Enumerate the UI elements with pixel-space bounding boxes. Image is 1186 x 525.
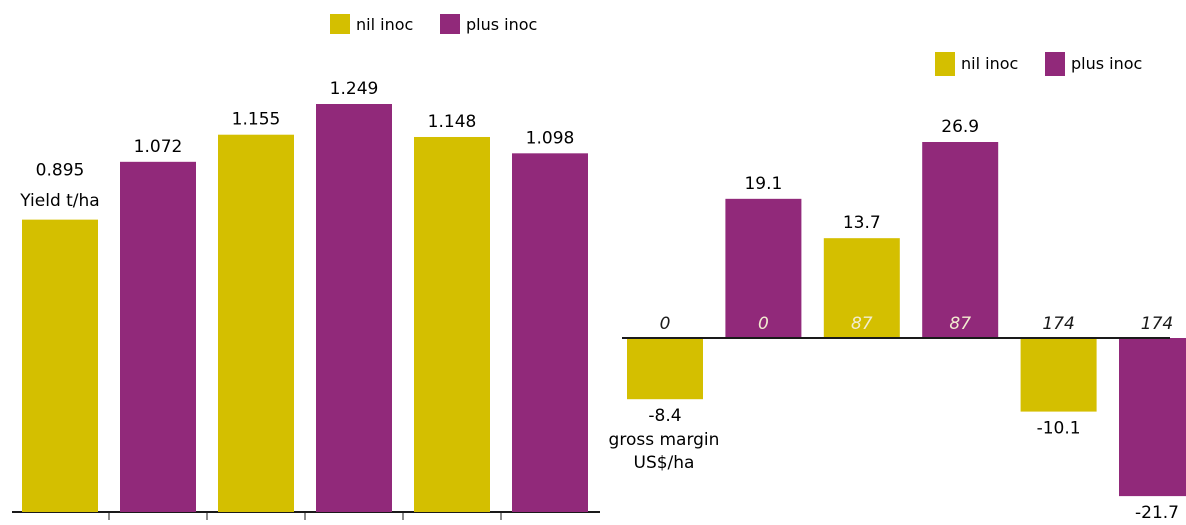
category-label-3: 87 xyxy=(851,314,873,334)
value-label-3: 13.7 xyxy=(843,213,881,233)
y-unit-label-line1: gross margin xyxy=(609,430,720,450)
bar-4 xyxy=(316,104,392,512)
category-label-1: 0 xyxy=(660,314,671,334)
category-label-4: 87 xyxy=(949,314,971,334)
legend-right: nil inoc plus inoc xyxy=(935,52,1142,76)
legend-swatch-plus xyxy=(440,14,460,34)
value-label-5: -10.1 xyxy=(1037,419,1081,439)
legend-label-plus: plus inoc xyxy=(466,15,537,34)
bar-3 xyxy=(218,134,294,512)
bar-3 xyxy=(823,238,900,338)
value-label-2: 1.072 xyxy=(134,137,183,157)
category-label-5: 174 xyxy=(1042,314,1074,334)
bar-5 xyxy=(1020,338,1097,412)
bar-1 xyxy=(627,338,703,400)
value-label-3: 1.155 xyxy=(232,110,281,130)
legend-swatch-plus xyxy=(1045,52,1065,76)
bar-4 xyxy=(922,142,999,338)
value-label-1: -8.4 xyxy=(648,406,681,426)
bar-2 xyxy=(725,198,802,338)
legend-label-nil: nil inoc xyxy=(356,15,413,34)
value-label-4: 26.9 xyxy=(941,117,979,137)
bar-6 xyxy=(512,153,588,512)
yield-chart: Yield t/ha 0.895 1.072 1.155 1.249 1.148 1.09… xyxy=(12,79,600,520)
bar-5 xyxy=(414,136,490,512)
value-label-1: 0.895 xyxy=(36,161,85,181)
legend-label-plus: plus inoc xyxy=(1071,54,1142,73)
y-unit-label-line2: US$/ha xyxy=(634,453,695,473)
value-label-5: 1.148 xyxy=(428,112,477,132)
legend-swatch-nil xyxy=(330,14,350,34)
value-label-2: 19.1 xyxy=(744,174,782,194)
bar-6 xyxy=(1119,338,1186,497)
value-label-6: -21.7 xyxy=(1135,503,1179,523)
legend-swatch-nil xyxy=(935,52,955,76)
value-label-6: 1.098 xyxy=(526,128,575,148)
gross-margin-chart: gross margin US$/ha -8.4 0 19.1 0 13.7 87 26.9… xyxy=(609,117,1186,523)
y-unit-label: Yield t/ha xyxy=(19,191,99,211)
legend-label-nil: nil inoc xyxy=(961,54,1018,73)
bar-2 xyxy=(120,161,196,512)
value-label-4: 1.249 xyxy=(330,79,379,99)
category-label-6: 174 xyxy=(1141,314,1173,334)
legend-left: nil inoc plus inoc xyxy=(330,14,537,34)
bar-1 xyxy=(22,219,98,512)
category-label-2: 0 xyxy=(758,314,769,334)
